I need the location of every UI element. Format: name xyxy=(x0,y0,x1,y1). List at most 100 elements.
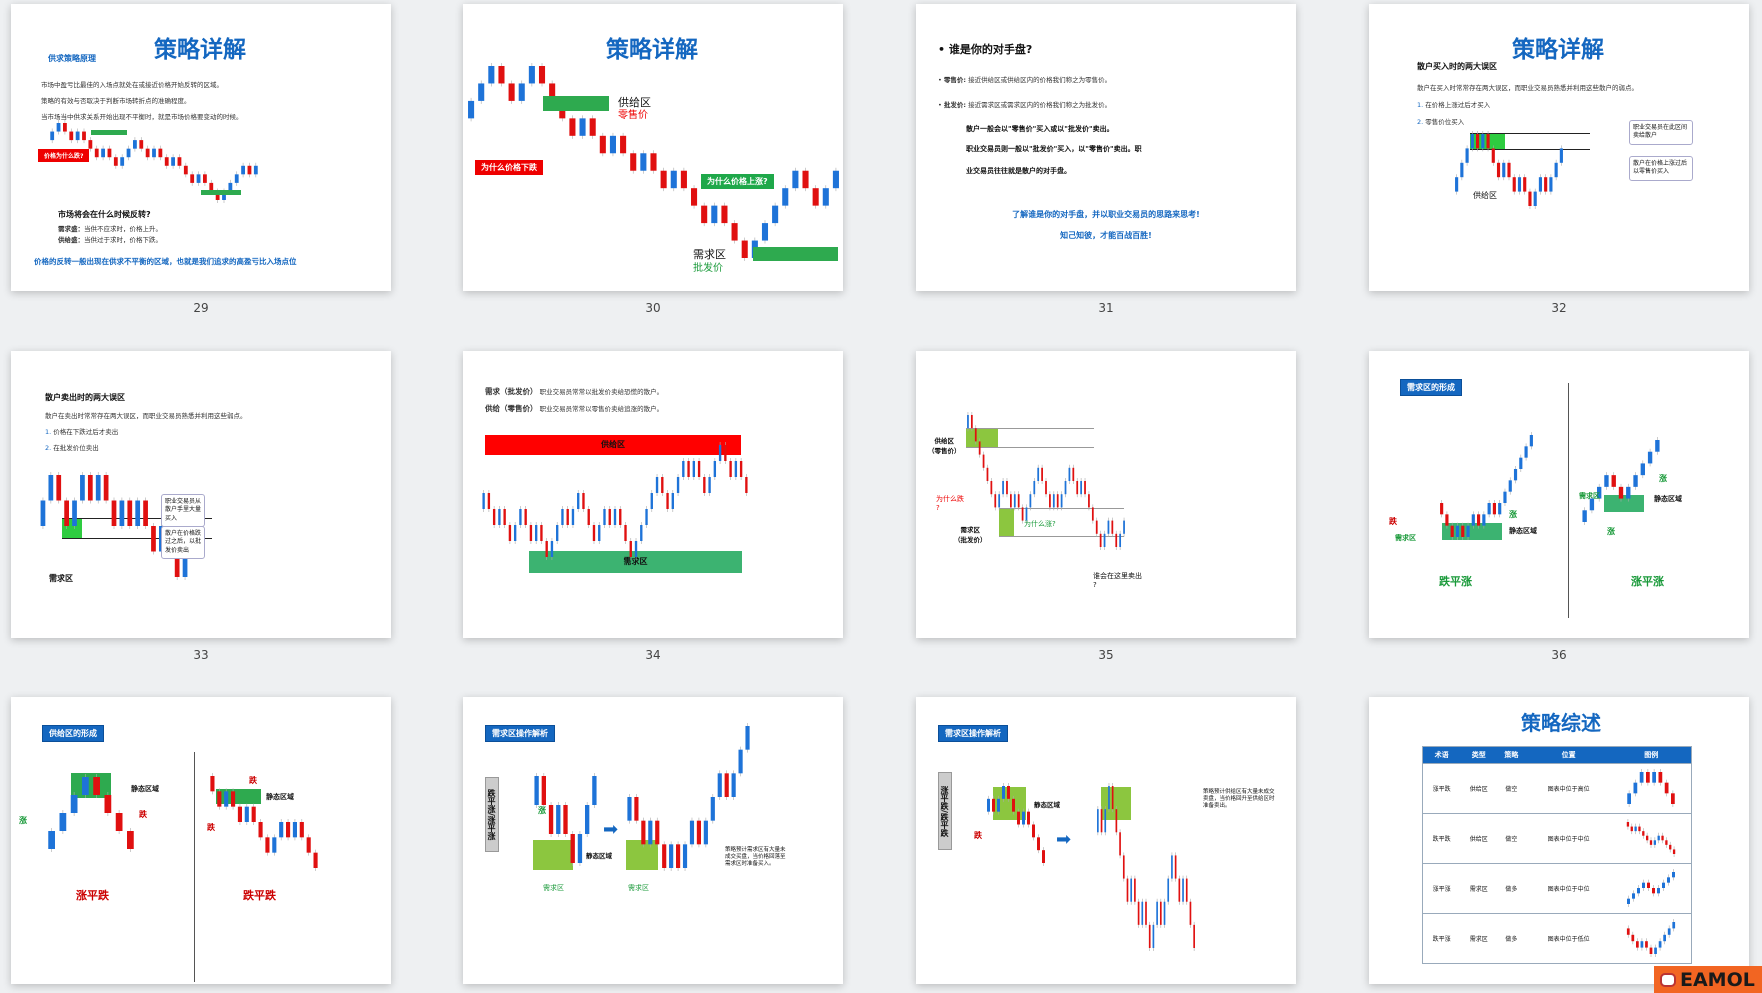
slide-35[interactable]: 供给区 （零售价） 为什么跌? 需求区 （批发价） 为什么涨? 谁会在这里卖出? xyxy=(916,351,1296,638)
candle xyxy=(1549,177,1553,192)
static-zone xyxy=(1604,495,1644,512)
candle xyxy=(648,820,653,845)
candle xyxy=(1633,782,1638,793)
candle xyxy=(1657,887,1661,893)
candle xyxy=(1076,481,1079,495)
candle xyxy=(1032,824,1035,838)
supply-zone xyxy=(91,130,127,135)
slide-29[interactable]: 策略详解 供求策略原理 市场中盈亏比最佳的入场点就处在或接近价格开始反转的区域。… xyxy=(11,4,391,291)
candle xyxy=(1470,134,1474,149)
candle xyxy=(1481,134,1485,149)
candle xyxy=(215,191,220,200)
slide-32[interactable]: 策略详解 散户买入时的两大误区 散户在买入时常常存在两大误区，而职业交易员熟悉并… xyxy=(1369,4,1749,291)
candle xyxy=(640,525,643,541)
candle xyxy=(164,157,169,166)
candle xyxy=(127,500,133,526)
candle xyxy=(582,493,585,509)
candle xyxy=(1080,481,1082,495)
zone-label: 需求区 xyxy=(1395,534,1416,542)
candle xyxy=(258,822,263,838)
candle xyxy=(1544,177,1548,192)
supply-label: 供给盛： xyxy=(58,236,84,244)
candle xyxy=(1145,901,1147,925)
slide-36[interactable]: 需求区的形成 跌 需求区 涨 静态区域 跌平涨 需求区 涨 涨 静态区域 涨平涨 xyxy=(1369,351,1749,638)
example-chart xyxy=(1611,813,1692,864)
candle xyxy=(158,148,163,158)
cell: 供给区 xyxy=(1460,813,1498,864)
column-header: 策略 xyxy=(1497,746,1526,764)
candle xyxy=(669,844,674,868)
arrow-right-icon: ➡ xyxy=(1056,829,1072,850)
slide-38[interactable]: 需求区操作解析 跌平涨/涨平涨 涨 静态区域 需求区 ➡ 需求区 策略预计需求区… xyxy=(463,697,843,984)
candle xyxy=(687,461,690,477)
candle xyxy=(1640,771,1644,783)
candle xyxy=(182,551,188,577)
candle xyxy=(1640,940,1644,948)
candle xyxy=(640,153,647,171)
candle xyxy=(50,131,55,141)
candle xyxy=(40,500,46,526)
slide-30[interactable]: 策略详解 供给区 零售价 为什么价格下跌 为什么价格上涨? 需求区 批发价 xyxy=(463,4,843,291)
candle xyxy=(1126,878,1129,902)
slide-34[interactable]: 需求（批发价） 职业交易员常常以批发价卖给恐慌的散户。 供给（零售价） 职业交易… xyxy=(463,351,843,638)
supply-zone xyxy=(543,96,609,111)
candle xyxy=(1163,901,1166,925)
candle xyxy=(1498,503,1502,515)
candle xyxy=(498,509,501,525)
candle xyxy=(513,525,517,541)
candle xyxy=(739,461,743,477)
candle xyxy=(676,844,681,868)
candle xyxy=(538,66,546,84)
up-label: 涨 xyxy=(1509,510,1517,519)
candle xyxy=(48,831,55,849)
candle xyxy=(1037,467,1040,481)
candle xyxy=(1027,811,1030,825)
candle xyxy=(1657,835,1661,840)
candle xyxy=(1119,832,1121,856)
candle xyxy=(174,551,180,577)
static-zone xyxy=(626,840,658,870)
candle xyxy=(478,83,485,101)
candle xyxy=(1111,786,1114,810)
candle xyxy=(1107,520,1110,534)
candle xyxy=(1006,481,1008,495)
candle xyxy=(998,494,1001,508)
candle xyxy=(1640,463,1645,476)
candle xyxy=(710,797,715,821)
candle xyxy=(1627,898,1631,904)
candle xyxy=(1523,177,1527,192)
column-header: 图例 xyxy=(1611,746,1692,764)
candle xyxy=(1646,835,1649,840)
candle xyxy=(1604,475,1609,487)
candle xyxy=(1631,934,1635,941)
demand-zone: 需求区 xyxy=(529,551,742,573)
slide-title: 策略综述 xyxy=(1521,711,1601,735)
slide-33[interactable]: 散户卖出时的两大误区 散户在卖出时常常存在两大误区，而职业交易员熟悉并利用这些弱… xyxy=(11,351,391,638)
candle xyxy=(540,525,543,541)
zone-lines xyxy=(1470,133,1590,150)
candle xyxy=(571,509,575,525)
candle xyxy=(1088,494,1090,508)
candle xyxy=(1072,467,1075,481)
slide-37[interactable]: 供给区的形成 涨 跌 静态区域 涨平跌 跌 跌 静态区域 跌平跌 xyxy=(11,697,391,984)
candle xyxy=(64,500,69,526)
candle xyxy=(1482,514,1486,526)
candle xyxy=(56,123,61,132)
candle xyxy=(292,822,297,838)
candle xyxy=(1025,507,1028,521)
candle xyxy=(682,844,688,868)
candle xyxy=(634,541,638,557)
candle xyxy=(1042,850,1045,863)
candle xyxy=(650,493,653,509)
slide-31[interactable]: • 谁是你的对手盘? • 零售价: 接近供给区或供给区内的价格我们称之为零售价。… xyxy=(916,4,1296,291)
candle xyxy=(822,188,829,206)
candle xyxy=(1554,162,1558,178)
candle xyxy=(609,135,616,154)
slide-40[interactable]: 策略综述 术语 类型 策略 位置 图例 涨平跌 供给区 做空 图表中位于高位 跌平跌供… xyxy=(1369,697,1749,984)
candle xyxy=(1185,878,1188,902)
supply-text: 当供过于求时，价格下跌。 xyxy=(84,236,162,244)
candle xyxy=(251,806,256,822)
slide-39[interactable]: 需求区操作解析 涨平跌/跌平跌 跌 静态区域 ➡ 策略预计供给区有大量未成交卖盘… xyxy=(916,697,1296,984)
candle xyxy=(272,837,277,853)
side-label: 涨平跌/跌平跌 xyxy=(938,772,952,850)
